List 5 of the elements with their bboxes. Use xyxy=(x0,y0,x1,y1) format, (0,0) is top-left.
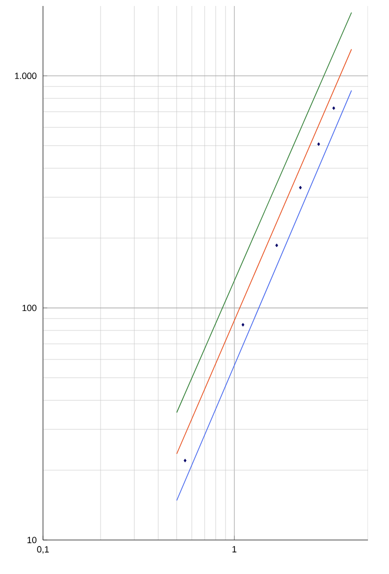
y-tick-label: 10 xyxy=(28,536,36,544)
y-tick-label: 100 xyxy=(22,304,36,312)
x-tick-label: 1 xyxy=(232,546,236,552)
y-tick-label: 1.000 xyxy=(15,72,36,80)
x-tick-label: 0,1 xyxy=(37,546,49,554)
